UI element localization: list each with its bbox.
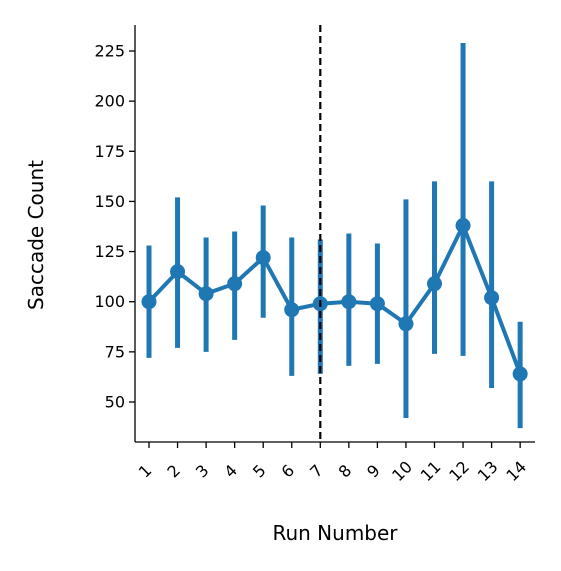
x-ticks: 1 2 3 4 5 6 7 8 9 10 11 12 13 14 bbox=[135, 442, 530, 485]
x-axis-label: Run Number bbox=[272, 521, 398, 545]
data-point-3 bbox=[198, 286, 214, 302]
y-tick-label-75: 75 bbox=[105, 342, 125, 361]
x-tick-label-11: 11 bbox=[417, 457, 445, 485]
y-ticks: 50 75 100 125 150 175 200 225 bbox=[94, 42, 135, 412]
data-point-5 bbox=[255, 250, 271, 266]
data-point-9 bbox=[369, 296, 385, 312]
x-tick-label-13: 13 bbox=[474, 457, 502, 485]
x-tick-label-10: 10 bbox=[388, 457, 416, 485]
data-point-8 bbox=[341, 294, 357, 310]
axes bbox=[134, 25, 535, 443]
data-point-2 bbox=[170, 264, 186, 280]
y-tick-label-200: 200 bbox=[94, 92, 125, 111]
data-point-10 bbox=[398, 316, 414, 332]
data-point-11 bbox=[427, 276, 442, 292]
data-point-6 bbox=[284, 302, 300, 318]
data-point-14 bbox=[512, 366, 528, 382]
y-axis-label: Saccade Count bbox=[24, 160, 48, 310]
x-tick-label-4: 4 bbox=[220, 461, 241, 482]
y-tick-label-100: 100 bbox=[94, 292, 125, 311]
y-tick-label-50: 50 bbox=[105, 393, 125, 412]
data-point-1 bbox=[141, 294, 157, 310]
data-point-4 bbox=[227, 276, 243, 292]
y-tick-label-150: 150 bbox=[94, 192, 125, 211]
data-point-13 bbox=[484, 290, 500, 306]
x-tick-label-6: 6 bbox=[278, 461, 299, 482]
x-tick-label-14: 14 bbox=[502, 457, 530, 485]
x-tick-label-7: 7 bbox=[306, 461, 327, 482]
x-tick-label-9: 9 bbox=[363, 461, 384, 482]
x-tick-label-2: 2 bbox=[163, 461, 184, 482]
y-tick-label-125: 125 bbox=[94, 242, 125, 261]
x-tick-label-5: 5 bbox=[249, 461, 270, 482]
x-tick-label-1: 1 bbox=[135, 461, 156, 482]
error-bars bbox=[146, 42, 523, 429]
data-point-12 bbox=[455, 217, 471, 233]
y-tick-label-225: 225 bbox=[94, 42, 125, 61]
x-tick-label-8: 8 bbox=[335, 461, 356, 482]
data-points bbox=[141, 217, 528, 382]
x-tick-label-12: 12 bbox=[445, 457, 473, 485]
x-tick-label-3: 3 bbox=[192, 461, 213, 482]
y-tick-label-175: 175 bbox=[94, 142, 125, 161]
